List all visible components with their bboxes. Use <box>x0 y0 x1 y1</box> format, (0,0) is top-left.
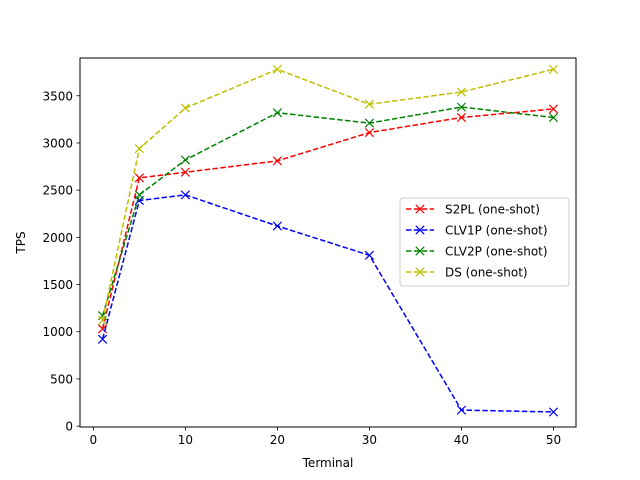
marker-stroke <box>134 143 144 154</box>
y-tick-label: 0 <box>65 420 73 434</box>
marker-stroke <box>272 64 283 74</box>
legend-item: S2PL (one-shot) <box>406 203 540 217</box>
marker-stroke <box>272 221 283 231</box>
marker-stroke <box>415 225 425 235</box>
marker-stroke <box>364 127 375 138</box>
data-point <box>456 405 467 415</box>
x-tick-label: 0 <box>90 433 98 447</box>
legend-item: DS (one-shot) <box>406 266 528 280</box>
marker-stroke <box>134 173 144 183</box>
y-tick-label: 1000 <box>42 325 73 339</box>
data-point <box>180 190 190 200</box>
x-axis: 0 10 20 30 40 50 <box>90 427 561 447</box>
marker-stroke <box>548 64 559 74</box>
series-layer <box>97 64 559 417</box>
y-axis-label: TPS <box>14 231 28 254</box>
marker-stroke <box>548 407 559 417</box>
marker-stroke <box>364 250 375 260</box>
legend-item: CLV1P (one-shot) <box>406 224 548 238</box>
y-tick-label: 3000 <box>42 136 73 150</box>
legend-label: S2PL (one-shot) <box>445 203 540 217</box>
x-axis-label: Terminal <box>302 456 354 470</box>
x-tick-label: 20 <box>270 433 285 447</box>
marker-stroke <box>134 190 144 200</box>
legend-marker <box>415 246 425 256</box>
legend-marker <box>415 204 425 214</box>
marker-stroke <box>415 267 425 277</box>
series-clv1p-one-shot <box>97 190 559 417</box>
data-point <box>180 167 190 177</box>
legend-marker <box>415 267 425 277</box>
marker-stroke <box>97 334 108 344</box>
data-point <box>272 108 283 118</box>
marker-stroke <box>180 155 190 165</box>
data-point <box>180 155 190 165</box>
marker-stroke <box>364 118 375 128</box>
legend-marker <box>415 225 425 235</box>
y-tick-label: 2500 <box>42 184 73 198</box>
x-tick-label: 50 <box>546 433 561 447</box>
data-point <box>97 311 108 321</box>
series-clv2p-one-shot <box>97 102 559 321</box>
marker-stroke <box>180 167 190 177</box>
data-point <box>97 324 108 334</box>
marker-stroke <box>548 104 559 114</box>
data-point <box>548 104 559 114</box>
marker-stroke <box>97 324 108 334</box>
data-point <box>456 102 467 112</box>
data-point <box>272 156 283 166</box>
data-point <box>548 64 559 74</box>
y-tick-label: 500 <box>50 372 73 386</box>
marker-stroke <box>415 204 425 214</box>
data-point <box>364 127 375 138</box>
marker-stroke <box>456 112 467 123</box>
data-point <box>364 99 375 109</box>
legend-label: DS (one-shot) <box>445 266 528 280</box>
data-point <box>548 407 559 417</box>
marker-stroke <box>364 99 375 109</box>
x-tick-label: 10 <box>178 433 193 447</box>
data-point <box>456 112 467 123</box>
y-tick-label: 2000 <box>42 231 73 245</box>
marker-stroke <box>180 103 190 113</box>
data-point <box>134 173 144 183</box>
data-point <box>97 334 108 344</box>
marker-stroke <box>456 102 467 112</box>
data-point <box>97 315 108 326</box>
y-tick-label: 3500 <box>42 89 73 103</box>
data-point <box>364 250 375 260</box>
x-tick-label: 40 <box>454 433 469 447</box>
marker-stroke <box>548 112 559 123</box>
marker-stroke <box>456 87 467 97</box>
marker-stroke <box>180 190 190 200</box>
data-point <box>272 221 283 231</box>
legend-label: CLV2P (one-shot) <box>445 245 548 259</box>
data-point <box>456 87 467 97</box>
y-tick-label: 1500 <box>42 278 73 292</box>
marker-stroke <box>272 108 283 118</box>
y-axis: 0 500 1000 1500 2000 2500 3000 3500 <box>42 89 80 434</box>
x-tick-label: 30 <box>362 433 377 447</box>
marker-stroke <box>97 315 108 326</box>
data-point <box>134 190 144 200</box>
legend-label: CLV1P (one-shot) <box>445 224 548 238</box>
marker-stroke <box>456 405 467 415</box>
legend: S2PL (one-shot) CLV1P (one-shot) CLV2P (on… <box>399 197 570 287</box>
series-ds-one-shot <box>97 64 559 326</box>
marker-stroke <box>97 311 108 321</box>
legend-item: CLV2P (one-shot) <box>406 245 548 259</box>
marker-stroke <box>415 246 425 256</box>
legend-box <box>399 197 570 287</box>
marker-stroke <box>272 156 283 166</box>
data-point <box>272 64 283 74</box>
series-s2pl-one-shot <box>97 104 559 334</box>
data-point <box>548 112 559 123</box>
data-point <box>134 143 144 154</box>
data-point <box>180 103 190 113</box>
data-point <box>364 118 375 128</box>
